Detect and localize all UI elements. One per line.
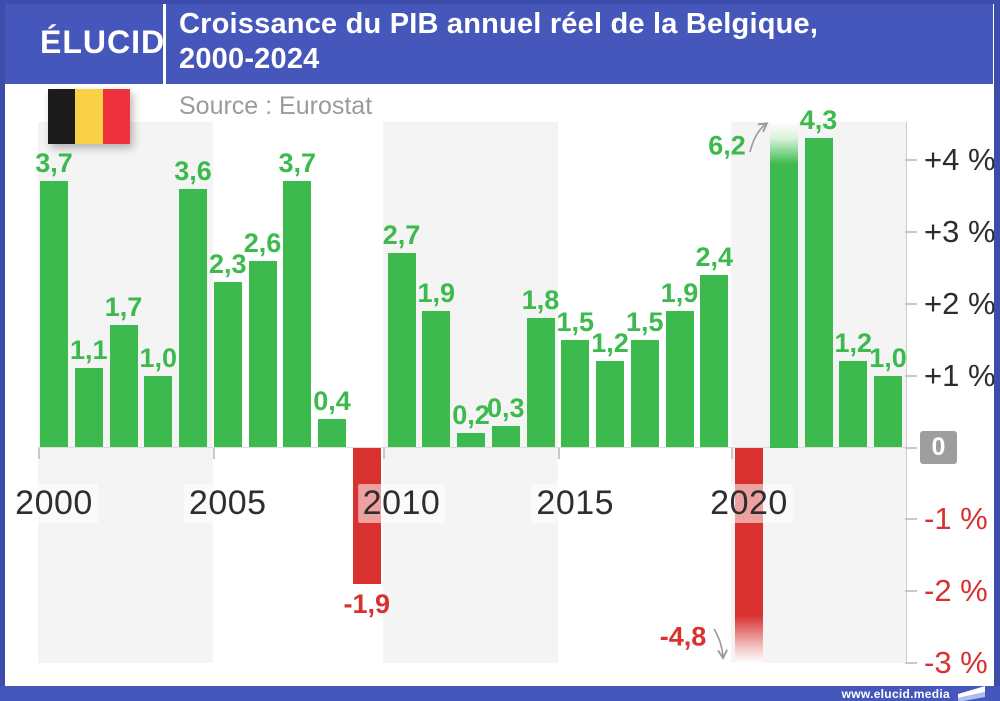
year-label: 2010 — [357, 484, 446, 523]
bar-label: 1,2 — [834, 328, 873, 359]
bar-label: -1,9 — [343, 589, 391, 620]
flag-stripe-black — [48, 89, 76, 144]
y-tick-label: +1 % — [924, 357, 996, 393]
bar — [526, 318, 555, 448]
bar — [874, 375, 902, 448]
bar-label: 2,7 — [382, 220, 421, 251]
bar-label: 0,3 — [486, 392, 525, 423]
bar — [457, 433, 485, 448]
bar — [839, 361, 868, 448]
y-tick-label: +4 % — [924, 141, 996, 177]
frame-top — [0, 0, 1000, 4]
bar — [213, 282, 242, 448]
x-band-tick — [38, 448, 40, 459]
header: ÉLUCID Croissance du PIB annuel réel de … — [0, 0, 993, 84]
bar-label: 1,8 — [521, 285, 560, 316]
y-axis-line — [906, 122, 907, 663]
bar — [422, 310, 451, 448]
brand-logo: ÉLUCID — [40, 24, 166, 60]
flag-stripe-yellow — [75, 89, 103, 144]
bar — [769, 122, 798, 448]
year-label: 2005 — [183, 484, 272, 523]
year-label: 2000 — [10, 484, 98, 523]
x-band-tick — [213, 448, 215, 459]
bar — [596, 361, 624, 448]
y-tick-label: +2 % — [924, 285, 996, 321]
bar — [144, 375, 173, 448]
bar-label: 0,2 — [452, 400, 490, 431]
frame-left — [0, 0, 5, 701]
bar-label: 1,0 — [869, 342, 907, 373]
y-axis-tick — [905, 662, 917, 665]
bar-label: 1,9 — [660, 277, 699, 308]
bar-label: 4,3 — [799, 105, 838, 136]
bar-label: 2,3 — [208, 249, 247, 280]
bar-label: 1,7 — [104, 292, 143, 323]
zero-badge: 0 — [920, 431, 957, 464]
y-axis-tick — [905, 374, 917, 377]
y-axis-tick — [905, 302, 917, 305]
bar-label: 1,0 — [139, 342, 178, 373]
year-label: 2020 — [705, 484, 793, 523]
y-axis-tick — [905, 446, 917, 449]
bar-label: 3,7 — [35, 148, 73, 179]
bar — [561, 339, 590, 448]
bar-label: 1,9 — [417, 277, 456, 308]
bar — [318, 418, 346, 448]
bar — [387, 253, 416, 448]
bar — [248, 260, 277, 448]
bar-label: 1,5 — [556, 306, 595, 337]
bar — [735, 447, 763, 663]
bar-label: 1,5 — [625, 306, 664, 337]
y-tick-label: -1 % — [924, 501, 988, 537]
annotation-label: 6,2 — [708, 130, 746, 161]
annotation-label: -4,8 — [659, 621, 707, 652]
elucid-pennant-icon — [958, 686, 985, 701]
zero-baseline — [38, 447, 906, 448]
bar — [665, 310, 694, 448]
footer: www.elucid.media — [0, 686, 1000, 701]
bar — [804, 138, 833, 448]
bar — [40, 181, 68, 448]
bar-label: 3,7 — [278, 148, 317, 179]
flag-stripe-red — [102, 89, 130, 144]
y-axis-tick — [905, 590, 917, 593]
bar — [179, 188, 207, 448]
bar — [283, 181, 312, 448]
bar — [630, 339, 659, 448]
title-line-1: Croissance du PIB annuel réel de la Belg… — [179, 8, 819, 40]
source-label: Source : Eurostat — [179, 92, 373, 120]
x-band-tick — [558, 448, 560, 459]
bar — [700, 274, 729, 448]
bar — [109, 325, 138, 448]
frame-right — [994, 0, 1000, 701]
x-band-tick — [731, 448, 733, 459]
bar — [74, 368, 103, 448]
y-tick-label: -3 % — [924, 645, 988, 681]
y-tick-label: -2 % — [924, 573, 988, 609]
y-axis-tick — [905, 518, 917, 521]
bar-label: 3,6 — [174, 155, 212, 186]
bar-label: 1,1 — [69, 335, 108, 366]
title-line-2: 2000-2024 — [179, 43, 320, 75]
bar — [491, 425, 520, 448]
y-axis-tick — [905, 230, 917, 233]
belgian-flag-icon — [48, 89, 130, 144]
y-tick-label: +3 % — [924, 213, 996, 249]
bar-label: 2,6 — [243, 227, 282, 258]
header-divider — [163, 0, 166, 84]
page-title: Croissance du PIB annuel réel de la Belg… — [179, 7, 818, 77]
bar-label: 0,4 — [313, 385, 351, 416]
bar-label: 1,2 — [591, 328, 629, 359]
year-label: 2015 — [531, 484, 620, 523]
y-axis-tick — [905, 158, 917, 161]
bar-label: 2,4 — [695, 241, 734, 272]
footer-url: www.elucid.media — [841, 686, 950, 701]
x-band-tick — [383, 448, 385, 459]
